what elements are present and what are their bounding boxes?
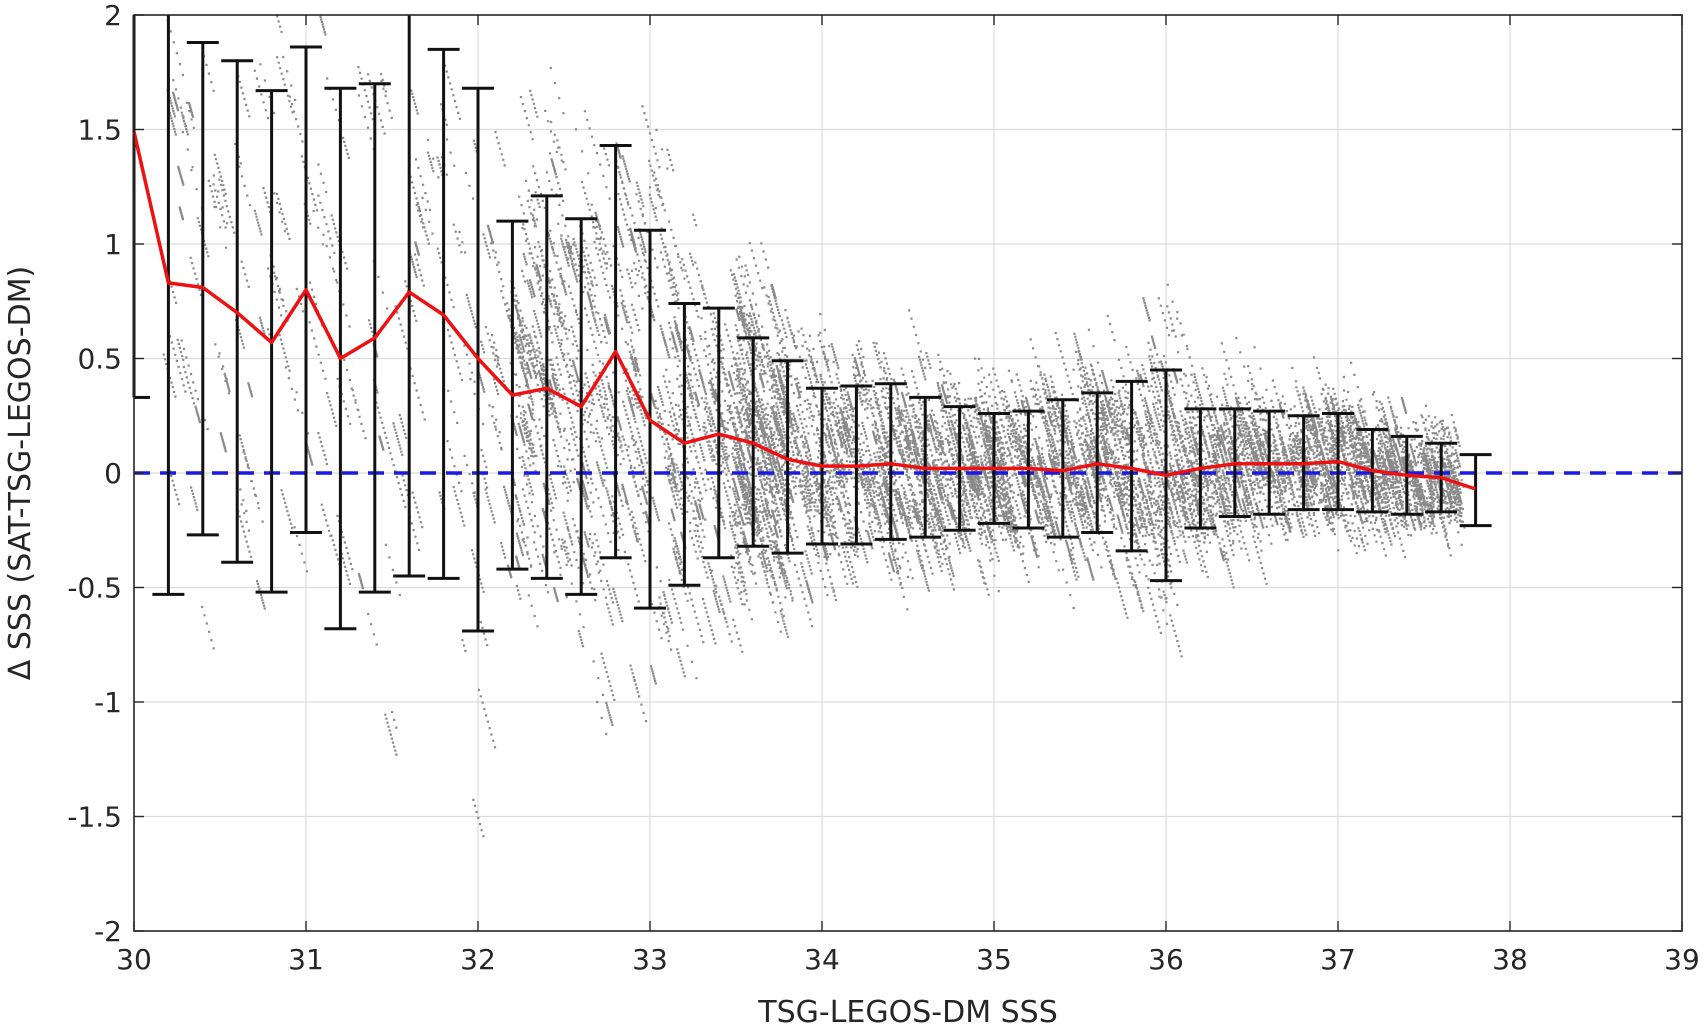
error-bar — [1046, 398, 1079, 539]
x-tick-label: 35 — [976, 943, 1012, 976]
x-tick-label: 36 — [1148, 943, 1184, 976]
x-tick-label: 30 — [116, 943, 152, 976]
x-tick-label: 39 — [1664, 943, 1700, 976]
y-tick-label: -0.5 — [67, 572, 122, 605]
error-bar — [393, 15, 426, 578]
x-tick-label: 32 — [460, 943, 496, 976]
error-bar — [1459, 453, 1492, 528]
x-tick-label: 31 — [288, 943, 324, 976]
axes — [133, 14, 1683, 932]
tick-labels: 30 31 32 33 34 35 36 37 38 39 -2 -1.5 -1 -0.5 0 0.5 1 1.5… — [67, 0, 1699, 976]
y-tick-label: -1 — [94, 686, 122, 719]
error-bar — [874, 382, 907, 541]
y-tick-label: 0 — [104, 457, 122, 490]
y-tick-label: 1 — [104, 228, 122, 261]
y-tick-label: 2 — [104, 0, 122, 32]
x-tick-label: 34 — [804, 943, 840, 976]
error-bar — [771, 359, 804, 555]
y-tick-label: -2 — [94, 915, 122, 948]
y-tick-label: 0.5 — [77, 343, 122, 376]
y-tick-label: 1.5 — [77, 114, 122, 147]
error-bar — [152, 15, 185, 596]
x-axis-label: TSG-LEGOS-DM SSS — [757, 995, 1058, 1030]
mean-line — [132, 131, 1477, 491]
plot-frame — [133, 14, 1683, 932]
y-tick-label: -1.5 — [67, 801, 122, 834]
y-axis-label: Δ SSS (SAT-TSG-LEGOS-DM) — [3, 266, 38, 680]
mean-line-path — [132, 131, 1477, 491]
x-tick-label: 37 — [1320, 943, 1356, 976]
x-tick-label: 38 — [1492, 943, 1528, 976]
x-tick-label: 33 — [632, 943, 668, 976]
error-bar — [1115, 379, 1148, 553]
